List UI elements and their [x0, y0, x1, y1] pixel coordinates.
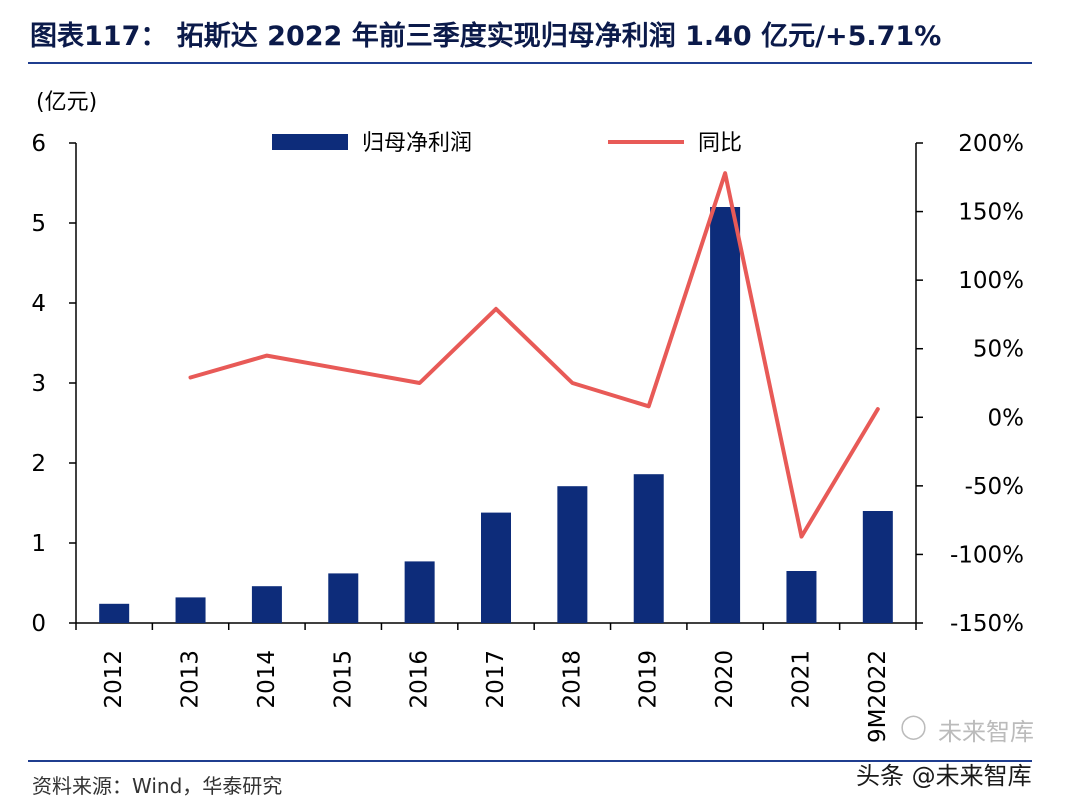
watermark-text: 未来智库: [938, 718, 1034, 746]
yoy-line: [188, 171, 880, 539]
watermark-author: 头条 @未来智库: [856, 762, 1032, 790]
footer-rule: [28, 760, 1032, 762]
left-tick-label: 5: [31, 211, 46, 237]
legend: 归母净利润 同比: [272, 131, 742, 156]
x-tick-label: 9M2022: [865, 650, 891, 743]
legend-label-bar: 归母净利润: [362, 131, 472, 156]
right-tick-label: -150%: [950, 611, 1024, 637]
left-tick-label: 2: [31, 451, 46, 477]
bar: [557, 486, 588, 623]
left-tick-label: 4: [31, 291, 46, 317]
x-tick-label: 2019: [636, 650, 662, 709]
x-tick-label: 2018: [559, 650, 585, 709]
bar: [481, 512, 511, 623]
bar: [633, 474, 664, 623]
title-rule: [28, 62, 1032, 64]
legend-label-line: 同比: [698, 131, 742, 156]
right-tick-label: -100%: [950, 542, 1024, 568]
line-series: [188, 171, 880, 539]
axes: 0 1 2 3 4 5 6 -150% -100% -50% 0% 50% 100% 150% 200% 20…: [31, 131, 1024, 743]
right-tick-label: -50%: [965, 474, 1024, 500]
y-axis-unit-label: (亿元): [36, 90, 98, 115]
bar: [862, 511, 893, 623]
right-tick-label: 0%: [988, 405, 1025, 431]
right-tick-label: 100%: [958, 268, 1024, 294]
right-tick-label: 200%: [958, 131, 1024, 157]
bar: [251, 586, 282, 623]
x-tick-label: 2021: [788, 650, 814, 709]
right-tick-label: 50%: [973, 337, 1024, 363]
bar-series: [99, 207, 893, 623]
right-tick-label: 150%: [958, 200, 1024, 226]
x-tick-label: 2012: [101, 650, 127, 709]
x-tick-label: 2014: [254, 650, 280, 709]
left-tick-label: 1: [31, 531, 46, 557]
left-tick-label: 6: [31, 131, 46, 157]
source-note: 资料来源：Wind，华泰研究: [32, 774, 283, 798]
x-tick-label: 2016: [407, 650, 433, 709]
left-tick-label: 3: [31, 371, 46, 397]
wechat-icon: ◯: [900, 712, 927, 740]
bar: [175, 597, 206, 623]
chart-title: 图表117： 拓斯达 2022 年前三季度实现归母净利润 1.40 亿元/+5.…: [30, 21, 942, 52]
x-tick-label: 2017: [483, 650, 509, 709]
x-tick-label: 2015: [330, 650, 356, 709]
bar: [404, 561, 435, 623]
bar: [99, 603, 130, 623]
x-tick-label: 2013: [178, 650, 204, 709]
legend-swatch-bar: [272, 134, 348, 150]
left-tick-label: 0: [31, 611, 46, 637]
bar: [328, 573, 359, 623]
bar: [710, 207, 741, 623]
x-tick-label: 2020: [712, 650, 738, 709]
bar: [786, 571, 817, 623]
